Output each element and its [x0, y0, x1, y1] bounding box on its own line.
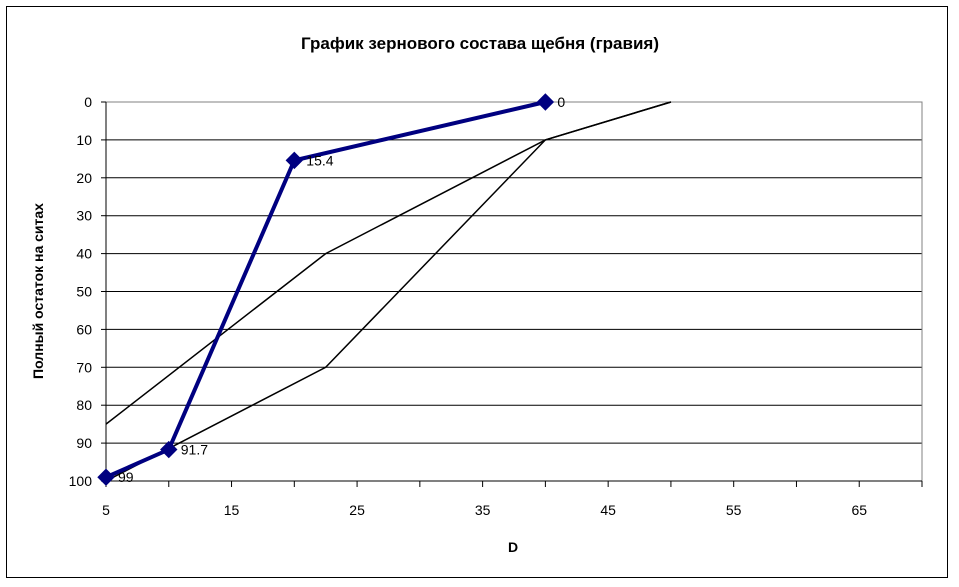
x-tick-label: 25 [349, 502, 365, 518]
y-tick-label: 100 [69, 473, 93, 489]
data-label: 91.7 [181, 442, 208, 458]
x-tick-label: 65 [851, 502, 867, 518]
y-tick-label: 30 [76, 208, 92, 224]
axes: 0 10 20 30 40 50 60 70 80 90 100 5 15 25 35 45 55 65 [69, 94, 923, 518]
y-tick-label: 0 [84, 94, 92, 110]
y-tick-label: 60 [76, 321, 92, 337]
data-point-marker [97, 468, 115, 486]
x-axis-title: D [508, 539, 518, 555]
chart-frame [6, 6, 948, 578]
data-label: 99 [118, 469, 134, 485]
y-tick-label: 10 [76, 132, 92, 148]
data-point-marker [285, 151, 304, 170]
chart-title: График зернового состава щебня (гравия) [301, 34, 659, 53]
series-line-2 [105, 101, 672, 482]
x-tick-label: 45 [600, 502, 616, 518]
data-label: 0 [557, 94, 565, 110]
data-point-marker [536, 93, 555, 111]
data-labels: 99 91.7 15.4 0 [118, 94, 565, 485]
y-tick-label: 50 [76, 284, 92, 300]
series-line-1 [105, 101, 672, 425]
data-label: 15.4 [306, 152, 333, 168]
y-axis-title: Полный остаток на ситах [30, 203, 46, 379]
y-tick-label: 80 [76, 397, 92, 413]
y-tick-label: 20 [76, 170, 92, 186]
x-tick-label: 55 [726, 502, 742, 518]
gridlines [106, 139, 922, 444]
y-tick-label: 70 [76, 359, 92, 375]
y-tick-label: 40 [76, 246, 92, 262]
x-tick-label: 15 [224, 502, 240, 518]
y-tick-label: 90 [76, 435, 92, 451]
x-tick-label: 35 [475, 502, 491, 518]
data-point-marker [160, 440, 178, 459]
series-line-3 [105, 100, 546, 480]
x-tick-label: 5 [102, 502, 110, 518]
series [97, 93, 672, 486]
